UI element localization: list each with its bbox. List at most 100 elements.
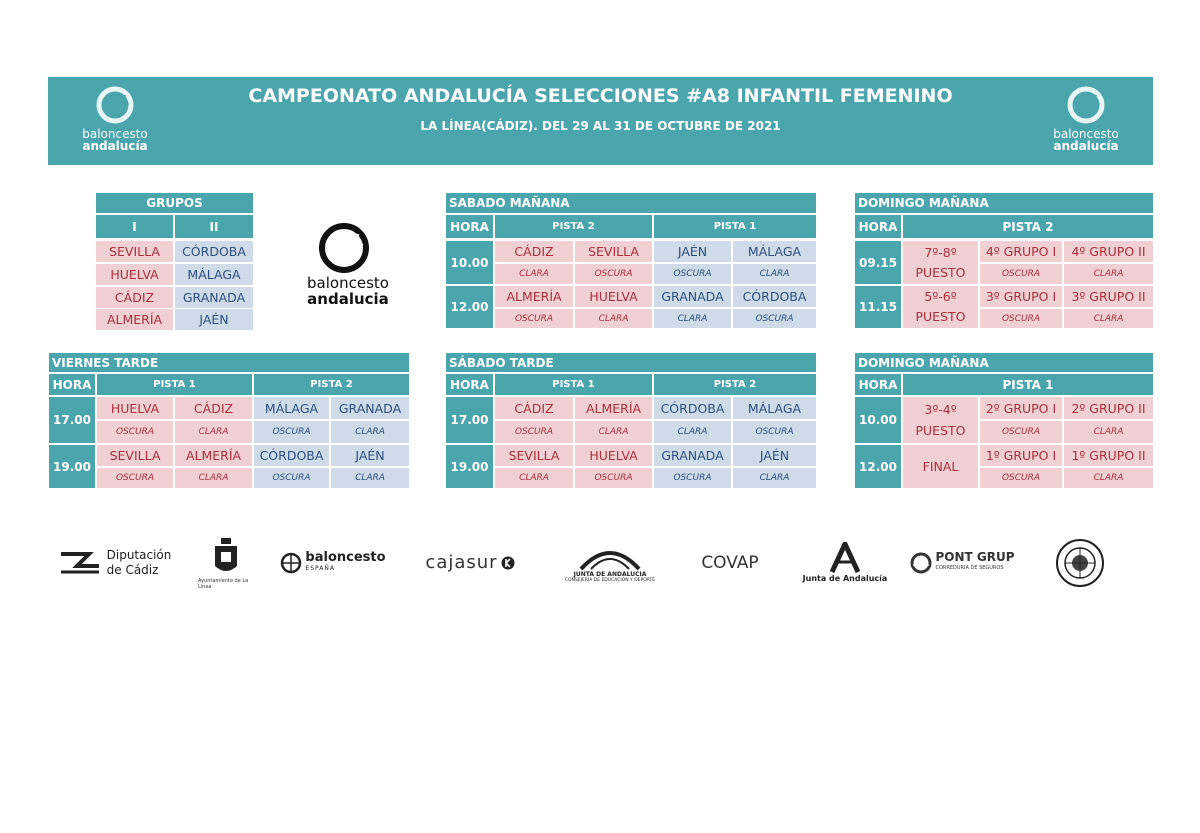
team-cell: CÓRDOBA [254,445,329,466]
feb-text: baloncesto [305,549,386,565]
team-cell: ALMERÍA [575,397,652,419]
team-cell: MÁLAGA [733,241,816,262]
placement-label-line1: 3º-4º [924,402,957,417]
club-seal-icon [1056,538,1104,587]
placement-label-line1: FINAL [922,459,959,474]
center-logo-text-bottom: andalucia [307,290,389,308]
team-cell: SEVILLA [495,445,573,466]
hora-header: HORA [855,215,901,238]
placement-label-line2: PUESTO [915,423,966,438]
feb-subtext: ESPAÑA [305,564,335,572]
grupo-i-team: HUELVA [96,264,173,285]
placement-label-line1: 5º-6º [924,289,957,304]
sponsor-cajasur: cajasur [415,535,525,590]
team-cell: 4º GRUPO I [980,241,1062,262]
junta-edu-text-2: CONSEJERÍA DE EDUCACIÓN Y DEPORTE [564,577,656,583]
pista-header: PISTA 2 [254,374,409,395]
team-cell: 3º GRUPO II [1064,286,1153,307]
hora-header: HORA [446,374,493,395]
sponsor-feb: baloncesto ESPAÑA [278,535,388,590]
kit-cell: CLARA [1064,264,1153,284]
logo-text-top: baloncesto [82,127,148,141]
pista-header: PISTA 2 [495,215,652,238]
match-time: 09.15 [855,241,901,284]
team-cell: HUELVA [575,445,652,466]
team-cell: 2º GRUPO I [980,397,1062,419]
kit-cell: CLARA [175,421,252,443]
sponsor-covap: COVAP [690,535,770,590]
junta-edu-text-1: JUNTA DE ANDALUCIA [573,570,647,578]
kit-cell: OSCURA [654,468,731,488]
placement-label: 5º-6º PUESTO [903,286,978,328]
match-time: 10.00 [446,241,493,284]
team-cell: JAÉN [733,445,816,466]
kit-cell: CLARA [575,421,652,443]
team-cell: GRANADA [654,286,731,307]
header-logo-right: baloncesto andalucía [1041,83,1131,153]
basketball-swirl-icon [1067,86,1105,124]
match-time: 17.00 [446,397,493,443]
team-cell: JAÉN [654,241,731,262]
kit-cell: CLARA [1064,309,1153,328]
placement-label-line1: 7º-8º [924,244,957,260]
pista-header: PISTA 1 [97,374,252,395]
kit-cell: CLARA [175,468,252,488]
team-cell: 2º GRUPO II [1064,397,1153,419]
hora-header: HORA [49,374,95,395]
kit-cell: CLARA [1064,421,1153,443]
kit-cell: OSCURA [733,309,816,328]
team-cell: ALMERÍA [175,445,252,466]
section-title: DOMINGO MAÑANA [855,193,1153,213]
basketball-icon [281,552,302,573]
sponsor-pont-grup: PONT GRUP CORREDURIA DE SEGUROS [905,535,1020,590]
kit-cell: OSCURA [980,309,1062,328]
placement-label-line2: PUESTO [915,264,966,280]
team-cell: MÁLAGA [254,397,329,419]
kit-cell: OSCURA [575,468,652,488]
team-cell: CÁDIZ [495,241,573,262]
team-cell: CÓRDOBA [654,397,731,419]
section-title: SÁBADO TARDE [446,353,816,372]
cajasur-text: cajasur [425,552,498,573]
page-title: CAMPEONATO ANDALUCÍA SELECCIONES #A8 INF… [248,85,953,107]
basketball-swirl-icon [96,86,134,124]
coat-of-arms-icon [215,537,237,571]
sponsor-diputacion-cadiz: Diputación de Cádiz [55,535,175,590]
team-cell: MÁLAGA [733,397,816,419]
pont-grup-text: PONT GRUP [935,549,1015,564]
grupos-col-ii: II [175,215,253,238]
cajasur-k-icon [501,556,515,569]
team-cell: GRANADA [331,397,409,419]
hora-header: HORA [855,374,901,395]
diputacion-emblem-icon [60,551,99,573]
kit-cell: CLARA [1064,468,1153,488]
hora-header: HORA [446,215,493,238]
section-title: SABADO MAÑANA [446,193,816,213]
team-cell: ALMERÍA [495,286,573,307]
kit-cell: OSCURA [980,264,1062,284]
section-title: DOMINGO MAÑANA [855,353,1153,372]
kit-cell: CLARA [495,264,573,284]
kit-cell: CLARA [654,421,731,443]
center-logo-text-top: baloncesto [307,274,389,292]
pista-header: PISTA 1 [903,374,1153,395]
match-time: 19.00 [49,445,95,488]
team-cell: SEVILLA [575,241,652,262]
grupo-ii-team: JAÉN [175,309,253,330]
kit-cell: OSCURA [575,264,652,284]
ayuntamiento-text: Ayuntamiento de La Línea [198,577,249,590]
header-banner: CAMPEONATO ANDALUCÍA SELECCIONES #A8 INF… [48,77,1153,165]
kit-cell: OSCURA [980,421,1062,443]
pont-grup-subtext: CORREDURIA DE SEGUROS [935,564,1004,571]
match-time: 17.00 [49,397,95,443]
kit-cell: CLARA [733,264,816,284]
kit-cell: OSCURA [97,421,173,443]
team-cell: CÁDIZ [175,397,252,419]
team-cell: CÁDIZ [495,397,573,419]
pista-header: PISTA 2 [654,374,816,395]
team-cell: 1º GRUPO I [980,445,1062,466]
junta-arch-icon [579,550,641,570]
kit-cell: OSCURA [980,468,1062,488]
sponsor-junta-educacion: JUNTA DE ANDALUCIA CONSEJERÍA DE EDUCACI… [560,535,660,590]
grupo-i-team: ALMERÍA [96,309,173,330]
